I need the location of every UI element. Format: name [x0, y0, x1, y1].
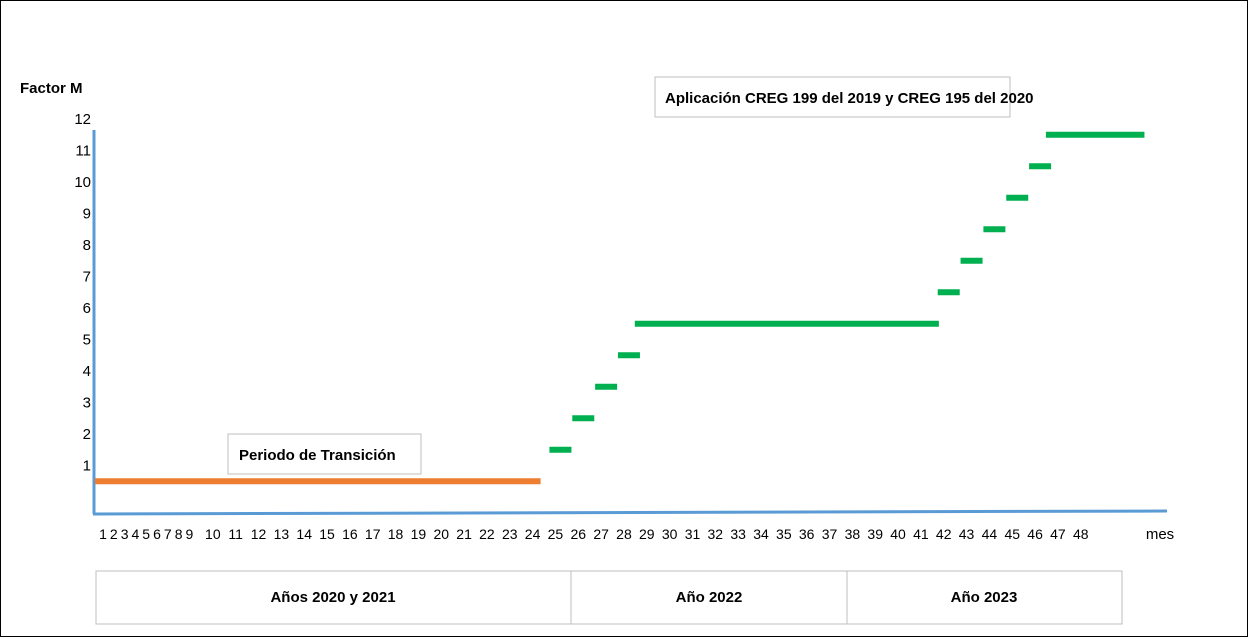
x-tick-label: 15: [319, 526, 335, 542]
y-tick-label: 9: [83, 206, 91, 223]
x-tick-label: 34: [753, 526, 769, 542]
x-axis-line: [92, 509, 1168, 516]
x-tick-label: 10: [205, 526, 221, 542]
x-tick-label: 33: [730, 526, 746, 542]
x-tick-label: 18: [388, 526, 404, 542]
x-tick-label: 5: [142, 526, 150, 542]
y-tick-label: 10: [74, 174, 91, 191]
x-tick-label: 44: [982, 526, 998, 542]
y-tick-label: 4: [83, 363, 91, 380]
x-tick-label: 32: [708, 526, 724, 542]
y-tick-label: 6: [83, 300, 91, 317]
x-tick-label: 27: [593, 526, 609, 542]
x-tick-label: 21: [456, 526, 472, 542]
x-tick-label: 40: [890, 526, 906, 542]
x-tick-label: 19: [411, 526, 427, 542]
x-tick-label: 43: [959, 526, 975, 542]
y-tick-label: 7: [83, 269, 91, 286]
x-tick-label: 23: [502, 526, 518, 542]
y-tick-label: 11: [75, 143, 91, 160]
x-tick-label: 45: [1004, 526, 1020, 542]
x-tick-label: 37: [822, 526, 838, 542]
x-tick-label: 46: [1027, 526, 1043, 542]
x-tick-label: 22: [479, 526, 495, 542]
x-tick-label: 1: [99, 526, 107, 542]
x-tick-label: 9: [186, 526, 194, 542]
x-tick-label: 29: [639, 526, 655, 542]
x-tick-label: 16: [342, 526, 358, 542]
y-tick-label: 1: [83, 458, 91, 475]
x-tick-label: 42: [936, 526, 952, 542]
y-tick-label: 8: [83, 237, 91, 254]
y-tick-label: 5: [83, 332, 91, 349]
period-label-2022: Año 2022: [676, 589, 743, 606]
annotation-creg-text: Aplicación CREG 199 del 2019 y CREG 195 …: [665, 90, 1034, 107]
x-tick-label: 38: [845, 526, 861, 542]
y-tick-label: 2: [83, 426, 91, 443]
x-tick-label: 6: [153, 526, 161, 542]
x-tick-label: 36: [799, 526, 815, 542]
x-tick-label: 41: [913, 526, 929, 542]
period-label-2020-2021: Años 2020 y 2021: [270, 589, 395, 606]
x-tick-label: 12: [251, 526, 267, 542]
x-tick-label: 39: [867, 526, 883, 542]
y-axis-label: Factor M: [20, 80, 83, 97]
x-tick-label: 3: [121, 526, 129, 542]
x-axis-label: mes: [1146, 526, 1174, 543]
x-tick-label: 13: [274, 526, 290, 542]
x-tick-label: 48: [1073, 526, 1089, 542]
annotation-transition: Periodo de Transición: [227, 433, 422, 475]
x-tick-label: 30: [662, 526, 678, 542]
x-tick-label: 26: [570, 526, 586, 542]
x-tick-label: 25: [548, 526, 564, 542]
y-tick-label: 3: [83, 395, 91, 412]
x-tick-label: 31: [685, 526, 701, 542]
x-tick-label: 20: [433, 526, 449, 542]
annotation-transition-text: Periodo de Transición: [239, 447, 396, 464]
x-tick-label: 24: [525, 526, 541, 542]
x-tick-label: 11: [228, 526, 243, 542]
x-tick-label: 4: [132, 526, 140, 542]
period-table: Años 2020 y 2021 Año 2022 Año 2023: [95, 570, 1123, 625]
x-tick-label: 47: [1050, 526, 1066, 542]
x-tick-label: 8: [175, 526, 183, 542]
y-tick-label: 12: [74, 111, 91, 128]
period-label-2023: Año 2023: [951, 589, 1018, 606]
x-tick-label: 28: [616, 526, 632, 542]
x-tick-label: 17: [365, 526, 381, 542]
x-tick-label: 2: [110, 526, 118, 542]
x-tick-label: 14: [296, 526, 312, 542]
x-tick-label: 7: [164, 526, 172, 542]
annotation-creg: Aplicación CREG 199 del 2019 y CREG 195 …: [654, 76, 1034, 118]
x-tick-label: 35: [776, 526, 792, 542]
